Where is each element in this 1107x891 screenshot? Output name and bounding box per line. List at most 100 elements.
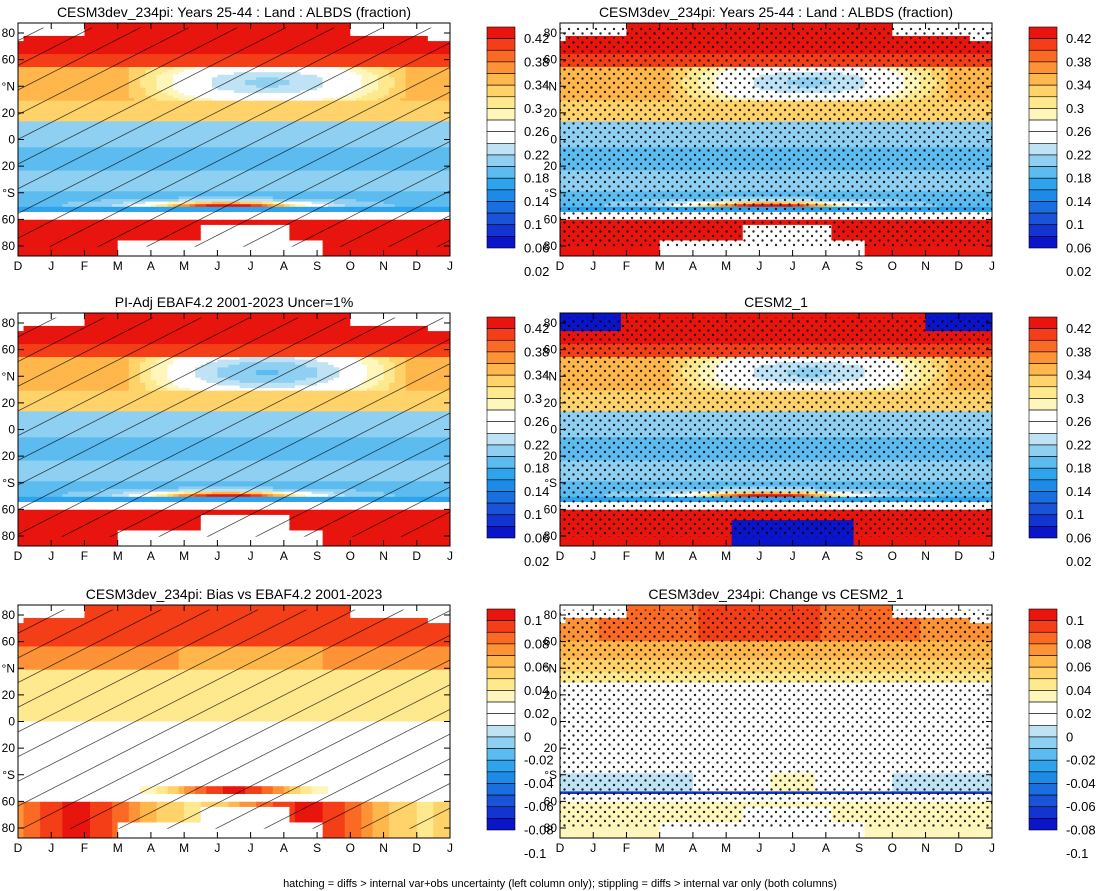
heatmap-cell <box>167 25 174 29</box>
heatmap-cell <box>51 23 58 27</box>
heatmap-cell <box>372 23 379 27</box>
heatmap-cell <box>145 23 152 27</box>
heatmap-cell <box>189 25 196 29</box>
heatmap-cell <box>211 23 218 27</box>
heatmap-cell <box>51 25 58 29</box>
heatmap-cell <box>18 23 25 27</box>
heatmap-cell <box>167 23 174 27</box>
heatmap-cell <box>328 25 335 29</box>
heatmap-cell <box>400 25 407 29</box>
heatmap-cell <box>206 23 213 27</box>
heatmap-cell <box>195 23 202 27</box>
heatmap-cell <box>101 23 108 27</box>
heatmap-cell <box>339 25 346 29</box>
heatmap-cell <box>333 25 340 29</box>
heatmap-cell <box>389 23 396 27</box>
heatmap-cell <box>245 25 252 29</box>
heatmap-cell <box>162 23 169 27</box>
heatmap-cell <box>278 25 285 29</box>
heatmap-cell <box>112 25 119 29</box>
heatmap-cell <box>90 23 97 27</box>
heatmap-cell <box>317 25 324 29</box>
heatmap-cell <box>438 25 446 29</box>
heatmap-cell <box>150 25 158 29</box>
heatmap-cell <box>189 23 196 27</box>
heatmap-cell <box>150 23 158 27</box>
heatmap-cell <box>366 25 374 29</box>
heatmap-cell <box>433 25 440 29</box>
heatmap-cell <box>289 25 296 29</box>
heatmap-cell <box>383 25 390 29</box>
heatmap-cell <box>267 25 274 29</box>
heatmap-cell <box>366 23 374 27</box>
heatmap-cell <box>206 25 213 29</box>
heatmap-cell <box>383 23 390 27</box>
heatmap-cell <box>40 23 47 27</box>
heatmap-cell <box>45 23 52 27</box>
heatmap-cell <box>289 23 296 27</box>
heatmap-cell <box>355 25 362 29</box>
heatmap-cell <box>101 25 108 29</box>
heatmap-cell <box>195 25 202 29</box>
heatmap-cell <box>228 25 235 29</box>
heatmap-cell <box>339 23 346 27</box>
heatmap-cell <box>422 23 429 27</box>
heatmap-cell <box>139 25 146 29</box>
heatmap-cell <box>78 25 86 29</box>
heatmap-cell <box>378 23 385 27</box>
heatmap-cell <box>62 25 69 29</box>
heatmap-cell <box>250 25 257 29</box>
heatmap-cell <box>128 25 135 29</box>
heatmap-cell <box>112 23 119 27</box>
heatmap-cell <box>294 23 302 27</box>
heatmap-cell <box>162 25 169 29</box>
heatmap-cell <box>306 25 313 29</box>
heatmap-cell <box>67 23 74 27</box>
heatmap-cell <box>234 23 241 27</box>
heatmap-cell <box>23 23 30 27</box>
heatmap-cell <box>422 25 429 29</box>
heatmap-cell <box>294 25 302 29</box>
heatmap-cell <box>56 23 63 27</box>
heatmap-cell <box>283 23 290 27</box>
heatmap-cell <box>173 25 180 29</box>
heatmap-cell <box>222 23 230 27</box>
heatmap-cell <box>317 23 324 27</box>
heatmap-cell <box>322 25 329 29</box>
heatmap-cell <box>40 25 47 29</box>
heatmap-cell <box>344 23 351 27</box>
heatmap-cell <box>344 25 351 29</box>
heatmap-cell <box>272 23 279 27</box>
heatmap-cell <box>156 23 163 27</box>
heatmap-cell <box>62 23 69 27</box>
heatmap-cell <box>123 25 130 29</box>
heatmap-cell <box>444 23 450 27</box>
heatmap-cell <box>34 25 41 29</box>
heatmap-cell <box>156 25 163 29</box>
heatmap-cell <box>84 23 91 27</box>
heatmap-cell <box>139 23 146 27</box>
heatmap-cell <box>444 25 450 29</box>
heatmap-cell <box>394 23 401 27</box>
heatmap-cell <box>239 25 246 29</box>
heatmap-cell <box>416 25 423 29</box>
heatmap-cell <box>300 25 307 29</box>
heatmap-cell <box>73 25 80 29</box>
heatmap-cell <box>405 23 412 27</box>
heatmap-cell <box>311 23 318 27</box>
heatmap-cell <box>34 23 41 27</box>
heatmap-cell <box>411 23 418 27</box>
heatmap-cell <box>283 25 290 29</box>
heatmap-cell <box>272 25 279 29</box>
heatmap-cell <box>389 25 396 29</box>
heatmap-cell <box>261 23 268 27</box>
heatmap-cell <box>200 25 207 29</box>
heatmap-cell <box>333 23 340 27</box>
heatmap-cell <box>427 23 434 27</box>
heatmap-cell <box>29 25 36 29</box>
heatmap-cell <box>217 25 224 29</box>
heatmap-cell <box>200 23 207 27</box>
heatmap-cell <box>256 25 263 29</box>
heatmap-cell <box>178 23 185 27</box>
